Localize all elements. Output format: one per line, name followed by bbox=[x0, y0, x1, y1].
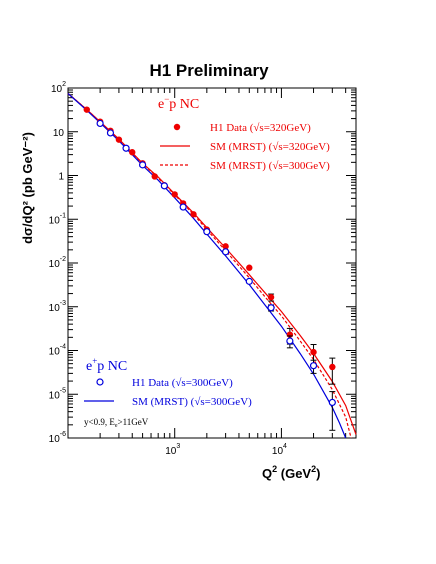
data-point-eplus bbox=[179, 203, 187, 211]
data-point-eminus bbox=[190, 211, 197, 218]
data-point-eminus bbox=[83, 106, 90, 113]
y-tick-label: 10-6 bbox=[49, 431, 66, 445]
data-point-eminus bbox=[115, 136, 123, 143]
data-points bbox=[83, 106, 336, 431]
data-point-eplus bbox=[309, 362, 318, 370]
data-point-eminus bbox=[246, 264, 253, 271]
y-tick-label: 10-2 bbox=[49, 256, 66, 270]
data-point-eplus bbox=[122, 144, 130, 152]
legend-eplus: e+p NC H1 Data (√s=300GeV) SM (MRST) (√s… bbox=[84, 356, 252, 408]
legend-eminus-sm300-label: SM (MRST) (√s=300GeV) bbox=[210, 160, 330, 172]
legend-eminus: e−p NC H1 Data (√s=320GeV) SM (MRST) (√s… bbox=[158, 94, 330, 172]
data-point-eminus bbox=[151, 173, 158, 180]
data-point-eplus bbox=[106, 129, 115, 137]
model-curve-2 bbox=[67, 93, 347, 439]
data-point-eminus bbox=[329, 363, 336, 371]
x-axis-label-sup: 2 bbox=[272, 464, 277, 474]
data-point-eminus bbox=[310, 348, 317, 356]
x-tick-label: 104 bbox=[272, 443, 287, 457]
y-tick-label: 1 bbox=[58, 172, 64, 183]
x-axis-label-main: Q bbox=[262, 466, 272, 481]
model-curve-0 bbox=[67, 93, 357, 435]
data-point-eplus bbox=[138, 161, 147, 169]
x-axis-label-unit-close: ) bbox=[316, 466, 320, 481]
kinematic-cuts-note: y<0.9, Ee>11GeV bbox=[84, 417, 149, 429]
y-axis-label: dσ/dQ² (pb GeV⁻²) bbox=[20, 132, 35, 244]
legend-eplus-data-marker bbox=[96, 378, 104, 386]
y-tick-label: 102 bbox=[51, 81, 66, 95]
y-tick-label: 10-5 bbox=[49, 387, 66, 401]
y-tick-label: 10-3 bbox=[49, 300, 66, 314]
legend-eminus-title: e−p NC bbox=[158, 94, 199, 112]
data-point-eplus bbox=[328, 398, 336, 407]
data-point-eplus bbox=[286, 337, 294, 345]
y-tick-label: 10 bbox=[53, 128, 65, 139]
y-tick-label: 10-4 bbox=[49, 344, 66, 358]
data-point-eplus bbox=[160, 182, 168, 190]
x-tick-label: 103 bbox=[165, 443, 180, 457]
data-point-eplus bbox=[267, 304, 275, 312]
legend-eplus-sm-label: SM (MRST) (√s=300GeV) bbox=[132, 396, 252, 408]
legend-eminus-data-label: H1 Data (√s=320GeV) bbox=[210, 122, 311, 134]
data-point-eminus bbox=[171, 191, 178, 198]
y-tick-labels: 102 10 1 10-1 10-2 10-3 10-4 10-5 10-6 bbox=[49, 81, 66, 445]
x-tick-labels: 103 104 bbox=[165, 443, 287, 457]
data-point-eplus bbox=[222, 248, 230, 256]
legend-eplus-title: e+p NC bbox=[86, 356, 127, 374]
data-point-eplus bbox=[245, 277, 253, 285]
chart-title: H1 Preliminary bbox=[149, 61, 269, 80]
model-curves bbox=[67, 93, 357, 439]
axis-ticks bbox=[67, 87, 357, 439]
data-point-eminus bbox=[129, 149, 136, 156]
legend-eminus-data-marker bbox=[173, 123, 181, 131]
y-tick-label: 10-1 bbox=[49, 212, 66, 226]
x-axis-label: Q2 (GeV2) bbox=[262, 464, 320, 481]
data-point-eminus bbox=[222, 243, 229, 250]
legend-eplus-data-label: H1 Data (√s=300GeV) bbox=[132, 377, 233, 389]
x-axis-label-unit-sup: 2 bbox=[311, 464, 316, 474]
legend-eminus-sm320-label: SM (MRST) (√s=320GeV) bbox=[210, 141, 330, 153]
data-point-eminus bbox=[267, 294, 275, 301]
x-axis-label-unit-open: (GeV bbox=[277, 466, 311, 481]
data-point-eplus bbox=[96, 119, 104, 128]
data-point-eplus bbox=[203, 228, 211, 236]
